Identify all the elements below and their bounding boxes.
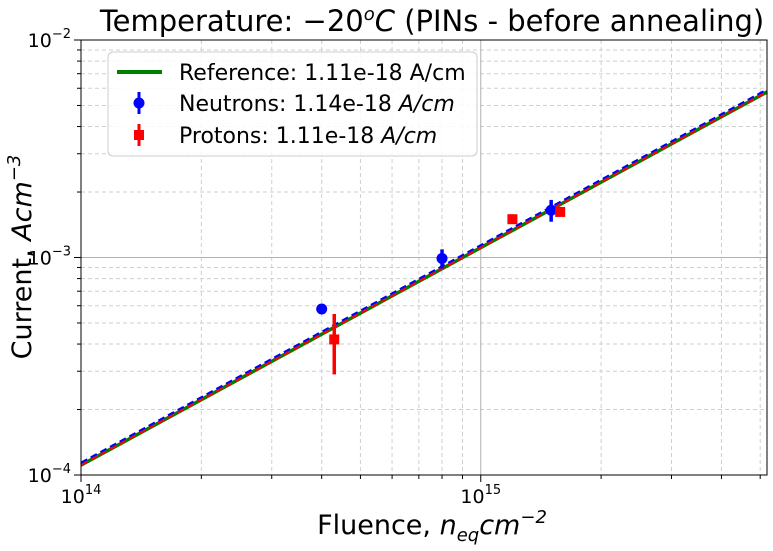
legend-box <box>107 51 478 157</box>
axis-ticks <box>74 39 761 482</box>
fit-lines <box>80 88 768 467</box>
neutrons-point <box>316 303 328 315</box>
legend-neutrons-label: Neutrons: 1.14e-18 A/cm <box>179 92 455 117</box>
protons-point <box>507 214 518 225</box>
neutrons-point <box>545 204 557 216</box>
data-markers <box>316 199 566 375</box>
legend-protons-marker <box>134 130 144 140</box>
y-tick-label: 10−4 <box>28 462 71 487</box>
y-tick-label: 10−3 <box>28 245 71 270</box>
neutrons-point <box>436 252 448 264</box>
legend: Reference: 1.11e-18 A/cm Neutrons: 1.14e… <box>107 51 478 157</box>
legend-neutrons-marker <box>133 97 145 109</box>
x-tick-label: 1014 <box>61 483 102 508</box>
protons-point <box>555 206 566 217</box>
neutrons-fit-line <box>80 88 768 464</box>
protons-point <box>329 334 340 345</box>
legend-protons-label: Protons: 1.11e-18 A/cm <box>179 124 437 149</box>
protons-fit-line <box>80 91 768 467</box>
tick-labels: 1014 1015 10−4 10−3 10−2 <box>28 27 501 508</box>
y-tick-label: 10−2 <box>28 27 71 52</box>
x-axis-label: Fluence, neqcm−2 <box>317 507 547 546</box>
y-axis-label: Current, Acm−3 <box>4 155 38 360</box>
legend-reference-label: Reference: 1.11e-18 A/cm <box>179 61 466 86</box>
chart-title: Temperature: −20oC (PINs - before anneal… <box>99 4 764 38</box>
x-tick-label: 1015 <box>460 483 501 508</box>
